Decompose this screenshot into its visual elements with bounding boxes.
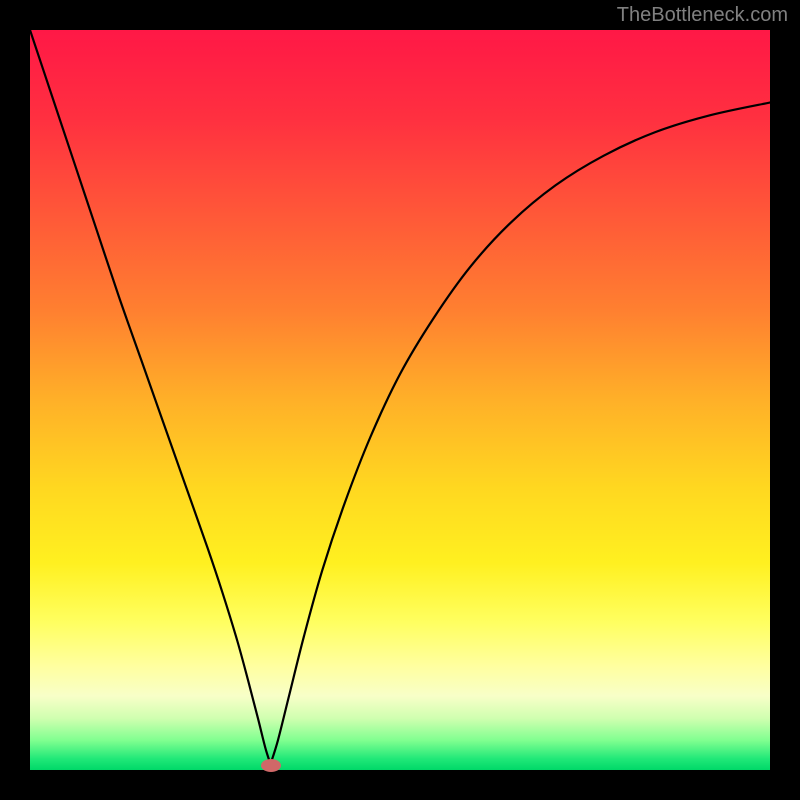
- bottleneck-curve: [30, 30, 770, 770]
- watermark-text: TheBottleneck.com: [617, 4, 788, 27]
- chart-plot-area: [30, 30, 770, 770]
- optimal-point-marker: [261, 759, 281, 772]
